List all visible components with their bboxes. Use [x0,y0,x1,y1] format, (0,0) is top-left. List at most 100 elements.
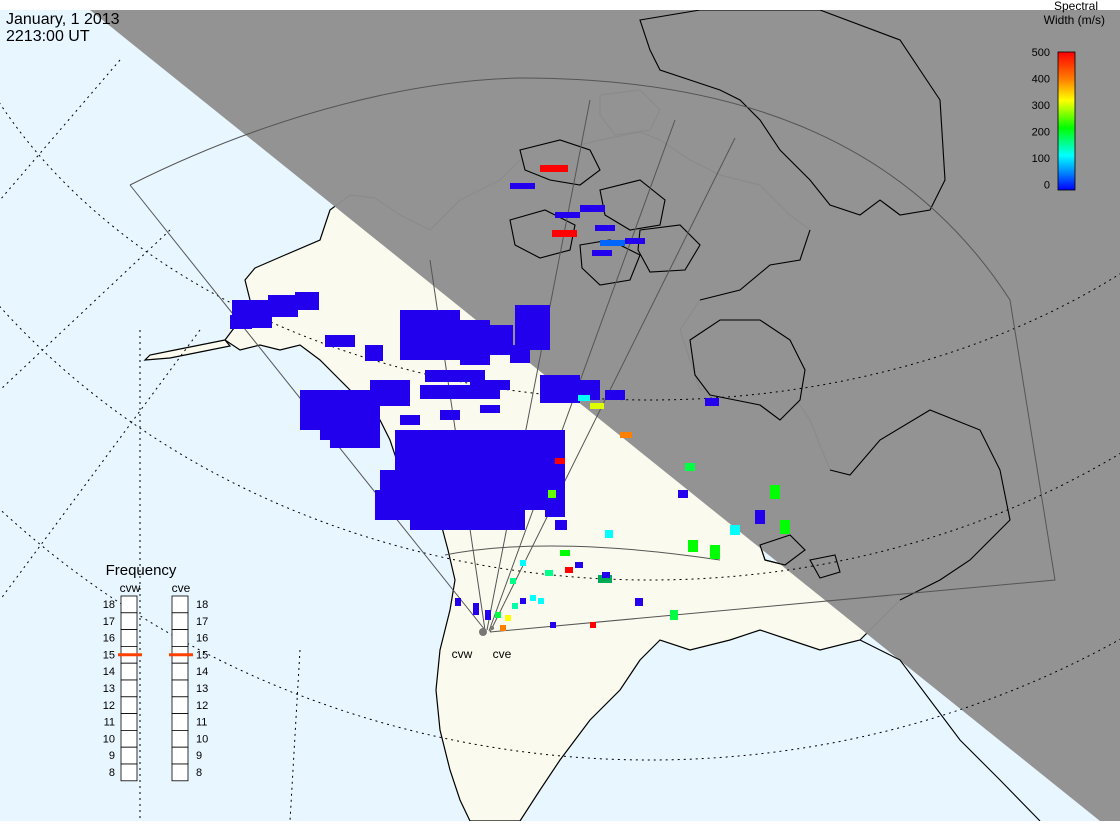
scatter-cell [605,390,625,400]
frequency-level-label: 16 [103,633,115,645]
freq-radar-label-cvw: cvw [120,581,141,595]
scatter-cell [635,598,643,606]
frequency-cell [120,629,138,647]
scatter-cell [230,315,252,329]
station-cvw-marker [479,628,487,636]
frequency-level-label: 13 [103,683,115,695]
frequency-cell [120,595,138,614]
frequency-level-label: 15 [196,649,208,661]
scatter-cell [770,485,780,499]
scatter-cell [595,225,615,231]
coastlines-night [509,10,1041,821]
colorbar: Spectral Width (m/s) 500 400 300 200 100 0 [1032,0,1105,192]
frequency-level-label: 12 [196,700,208,712]
scatter-cell [510,345,530,363]
scatter-cell [330,430,380,448]
frequency-title: Frequency [106,562,177,579]
scatter-cell [620,432,632,438]
scatter-cell [552,230,577,237]
scatter-cell [520,598,526,604]
scatter-cell [512,603,518,609]
frequency-cell [171,696,189,714]
scatter-cell [480,405,500,413]
frequency-cell [171,730,189,748]
frequency-level-label: 14 [103,666,115,678]
frequency-level-label: 18 [196,599,208,611]
frequency-level-label: 11 [196,717,207,729]
station-cve-label: cve [493,647,512,661]
colorbar-title-line2: Width (m/s) [1044,13,1105,27]
frequency-level-label: 14 [196,666,208,678]
station-cvw-label: cvw [452,647,473,661]
frequency-cell [171,629,189,647]
scatter-cell [555,458,565,464]
frequency-cell [120,662,138,681]
scatter-cell [485,610,491,620]
scatter-cell [410,505,470,530]
station-cve-marker [490,626,494,630]
scatter-cell [455,598,461,606]
colorbar-title-line1: Spectral [1054,0,1098,13]
scatter-cell [550,622,556,628]
frequency-cell [171,612,189,630]
date-label: January, 1 2013 [6,11,120,28]
scatter-cell [625,238,645,244]
frequency-level-label: 8 [109,767,115,779]
scatter-cell [473,603,479,615]
scatter-cell [602,572,610,578]
frequency-cell [171,595,189,614]
scatter-cell [565,567,573,573]
colorbar-ticks: 500 400 300 200 100 0 [1032,47,1050,192]
stations: cvw cve [452,626,512,661]
scatter-cell [510,183,535,189]
scatter-cell [545,570,553,576]
scatter-cell [530,595,536,601]
scatter-cell [268,295,298,317]
colorbar-tick-label: 400 [1032,74,1050,86]
frequency-level-label: 16 [196,633,208,645]
frequency-level-label: 18 [103,599,115,611]
frequency-level-label: 8 [196,767,202,779]
frequency-cell [120,763,138,782]
scatter-cell [485,325,513,355]
freq-radar-label-cve: cve [172,581,191,595]
frequency-cell [120,612,138,630]
scatter-cell [495,612,501,618]
scatter-cell [600,240,625,246]
scatter-cell [780,520,790,534]
scatter-cell [325,335,355,347]
frequency-cell [171,763,189,782]
scatter-cell [560,550,570,556]
scatter-cell [590,403,604,409]
scatter-cell [575,562,583,568]
scatter-cell [598,575,612,583]
scatter-cell [555,212,580,218]
time-label: 2213:00 UT [6,28,90,45]
frequency-columns: 18 17 16 15 14 13 12 11 10 9 8 18 17 16 15 14 13 12 11 10 9 8 [103,595,208,782]
scatter-cell [705,398,719,406]
colorbar-tick-label: 100 [1032,153,1050,165]
scatter-cell [678,490,688,498]
scatter-cell [365,345,383,361]
scatter-cell [755,510,765,524]
scatter-cell [470,380,510,390]
scatter-cell [540,165,568,172]
scatter-cell [580,205,605,212]
scatter-cell [592,250,612,256]
scatter-cell [685,463,695,471]
frequency-level-label: 12 [103,700,115,712]
scatter-cell [570,380,600,400]
scatter-cell [470,510,525,530]
colorbar-tick-label: 500 [1032,47,1050,59]
frequency-level-label: 13 [196,683,208,695]
frequency-level-label: 11 [104,717,115,729]
scatter-cell [590,622,596,628]
scatter-cell [505,615,511,621]
scatter-cell [545,505,565,517]
colorbar-tick-label: 200 [1032,127,1050,139]
frequency-cell [120,746,138,765]
scatter-cell [688,540,698,552]
frequency-level-label: 9 [109,750,115,762]
